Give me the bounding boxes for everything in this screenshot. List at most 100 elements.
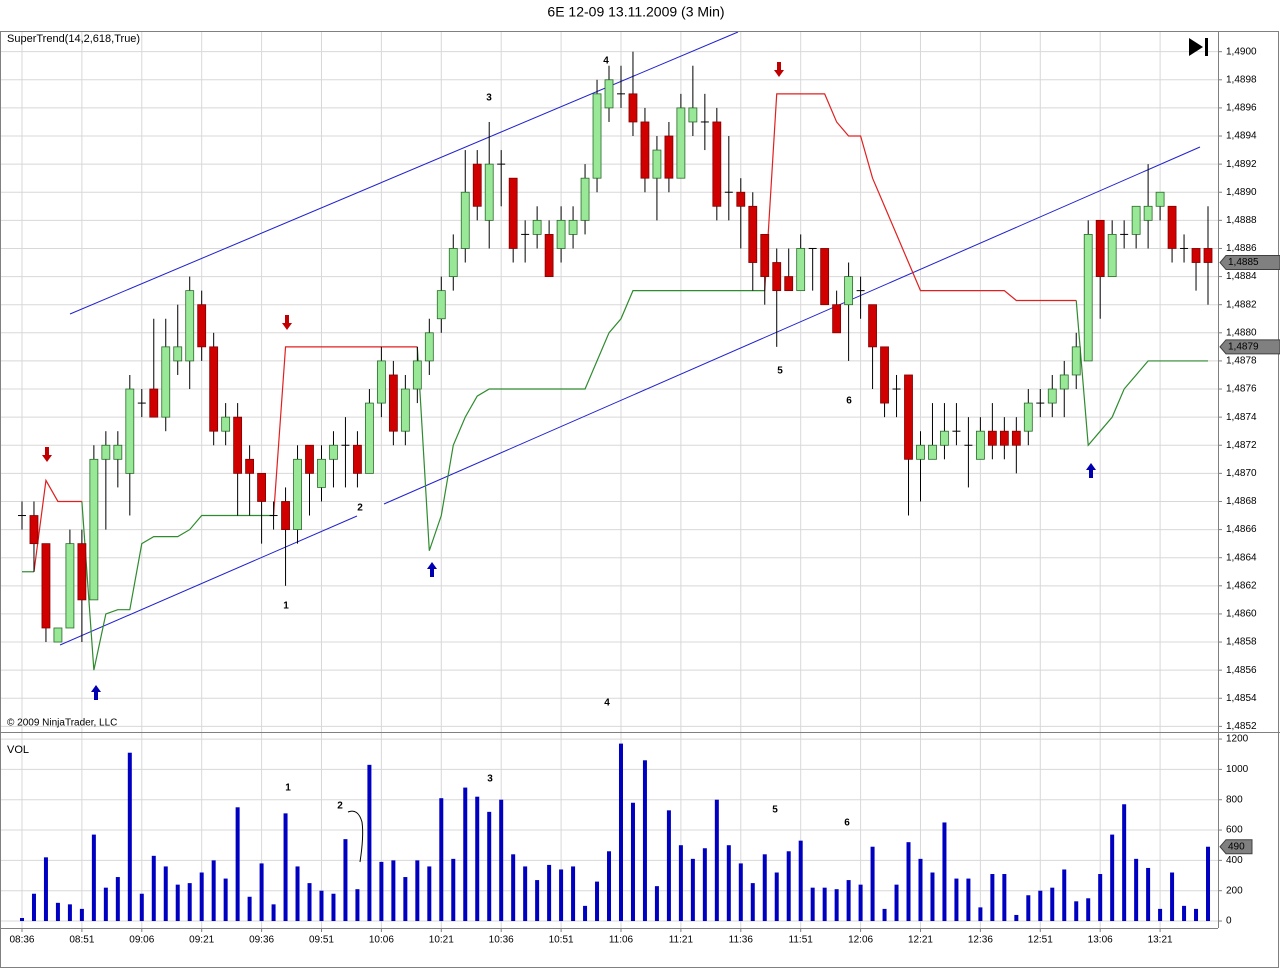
candle-body [197, 304, 207, 348]
volume-bar [151, 855, 156, 922]
volume-bar [738, 863, 743, 922]
volume-bar [1110, 834, 1115, 922]
channel-line [69, 31, 739, 315]
candle-body [245, 458, 255, 474]
y-tick-label: 1,4852 [1226, 721, 1257, 732]
volume-bar [1086, 898, 1091, 922]
x-tick-label: 12:06 [848, 935, 873, 946]
copyright: © 2009 NinjaTrader, LLC [7, 718, 117, 729]
scroll-end-icon[interactable] [1189, 38, 1203, 56]
volume-bar [91, 834, 96, 922]
candle-body [1155, 191, 1165, 207]
volume-bar [307, 883, 312, 922]
candle-body [987, 430, 997, 446]
volume-bar [571, 866, 576, 922]
candle-body [1191, 248, 1201, 263]
channel-line [383, 146, 1201, 505]
candle-body [1011, 430, 1021, 446]
candle-body [748, 205, 758, 263]
candle-body [544, 234, 554, 277]
candle-body [508, 177, 518, 249]
volume-bar [535, 880, 540, 922]
scroll-end-button[interactable] [1189, 38, 1208, 56]
y-tick-label: 1,4860 [1226, 609, 1257, 620]
y-tick-label: 1,4870 [1226, 468, 1257, 479]
candle-body [29, 515, 39, 545]
volume-bar [67, 904, 72, 922]
volume-bar [487, 811, 492, 922]
volume-bar [630, 802, 635, 922]
indicator-label: SuperTrend(14,2,618,True) [7, 33, 140, 45]
candle-body [353, 444, 362, 474]
supertrend-line [416, 290, 765, 551]
y-tick-label: 0 [1226, 916, 1232, 927]
candle-body [832, 304, 842, 334]
candle-body [125, 388, 135, 474]
candle-body [868, 304, 877, 348]
volume-bar [942, 822, 947, 922]
volume-bar [319, 890, 324, 922]
candle-body [999, 430, 1009, 446]
volume-bar [870, 846, 875, 922]
volume-bar [726, 845, 731, 922]
volume-bar [427, 866, 432, 922]
volume-label: VOL [7, 744, 29, 756]
annotation-stroke [347, 810, 364, 863]
x-tick-label: 13:21 [1148, 935, 1173, 946]
candle-body [305, 444, 314, 474]
volume-bar [547, 864, 552, 922]
wave-label: 1 [285, 783, 291, 794]
scroll-end-icon[interactable] [1205, 38, 1208, 56]
candle-body [77, 543, 87, 601]
volume-bar [223, 878, 228, 922]
y-tick-label: 1,4854 [1226, 693, 1257, 704]
y-tick-label: 1,4900 [1226, 46, 1257, 57]
candle-body [640, 121, 650, 179]
supertrend-line [33, 478, 82, 572]
x-tick-label: 10:36 [489, 935, 514, 946]
x-tick-label: 10:06 [369, 935, 394, 946]
y-tick-label: 800 [1226, 794, 1243, 805]
candle-body [329, 444, 338, 460]
buy-arrow [1086, 463, 1096, 478]
candle-body [664, 135, 674, 179]
candle-body [209, 346, 219, 432]
volume-bar [355, 889, 360, 922]
mark-layer [17, 51, 1213, 922]
volume-bar [930, 872, 935, 922]
volume-bar [187, 883, 192, 922]
candle-body [376, 360, 386, 404]
candle-body [772, 262, 782, 292]
candle-body [412, 360, 422, 390]
wave-label: 3 [486, 93, 492, 104]
x-tick-label: 09:06 [129, 935, 154, 946]
x-tick-label: 11:06 [609, 935, 634, 946]
x-tick-label: 11:36 [729, 935, 754, 946]
x-tick-label: 12:51 [1028, 935, 1053, 946]
wave-label: 5 [772, 805, 778, 816]
y-tick-label: 1,4898 [1226, 74, 1257, 85]
y-tick-label: 1,4862 [1226, 580, 1257, 591]
candle-body [688, 107, 698, 123]
x-tick-label: 08:36 [9, 935, 34, 946]
volume-bar [678, 845, 683, 922]
candle-body [1023, 402, 1033, 432]
volume-bar [55, 902, 60, 922]
volume-bar [475, 796, 480, 922]
volume-bar [966, 878, 971, 922]
volume-bar [199, 872, 204, 922]
volume-bar [283, 813, 288, 922]
volume-bar [1002, 874, 1007, 922]
candle-body [736, 191, 746, 207]
candle-body [844, 276, 854, 306]
volume-bar [834, 889, 839, 922]
last-price-tag [1219, 339, 1280, 355]
candle-body [784, 276, 794, 292]
candle-body [173, 346, 183, 362]
volume-bar [690, 858, 695, 922]
channel-line [59, 515, 358, 646]
volume-bar [1062, 869, 1067, 922]
sell-arrow [774, 62, 784, 77]
volume-bar [343, 839, 348, 922]
volume-bar [79, 908, 84, 922]
